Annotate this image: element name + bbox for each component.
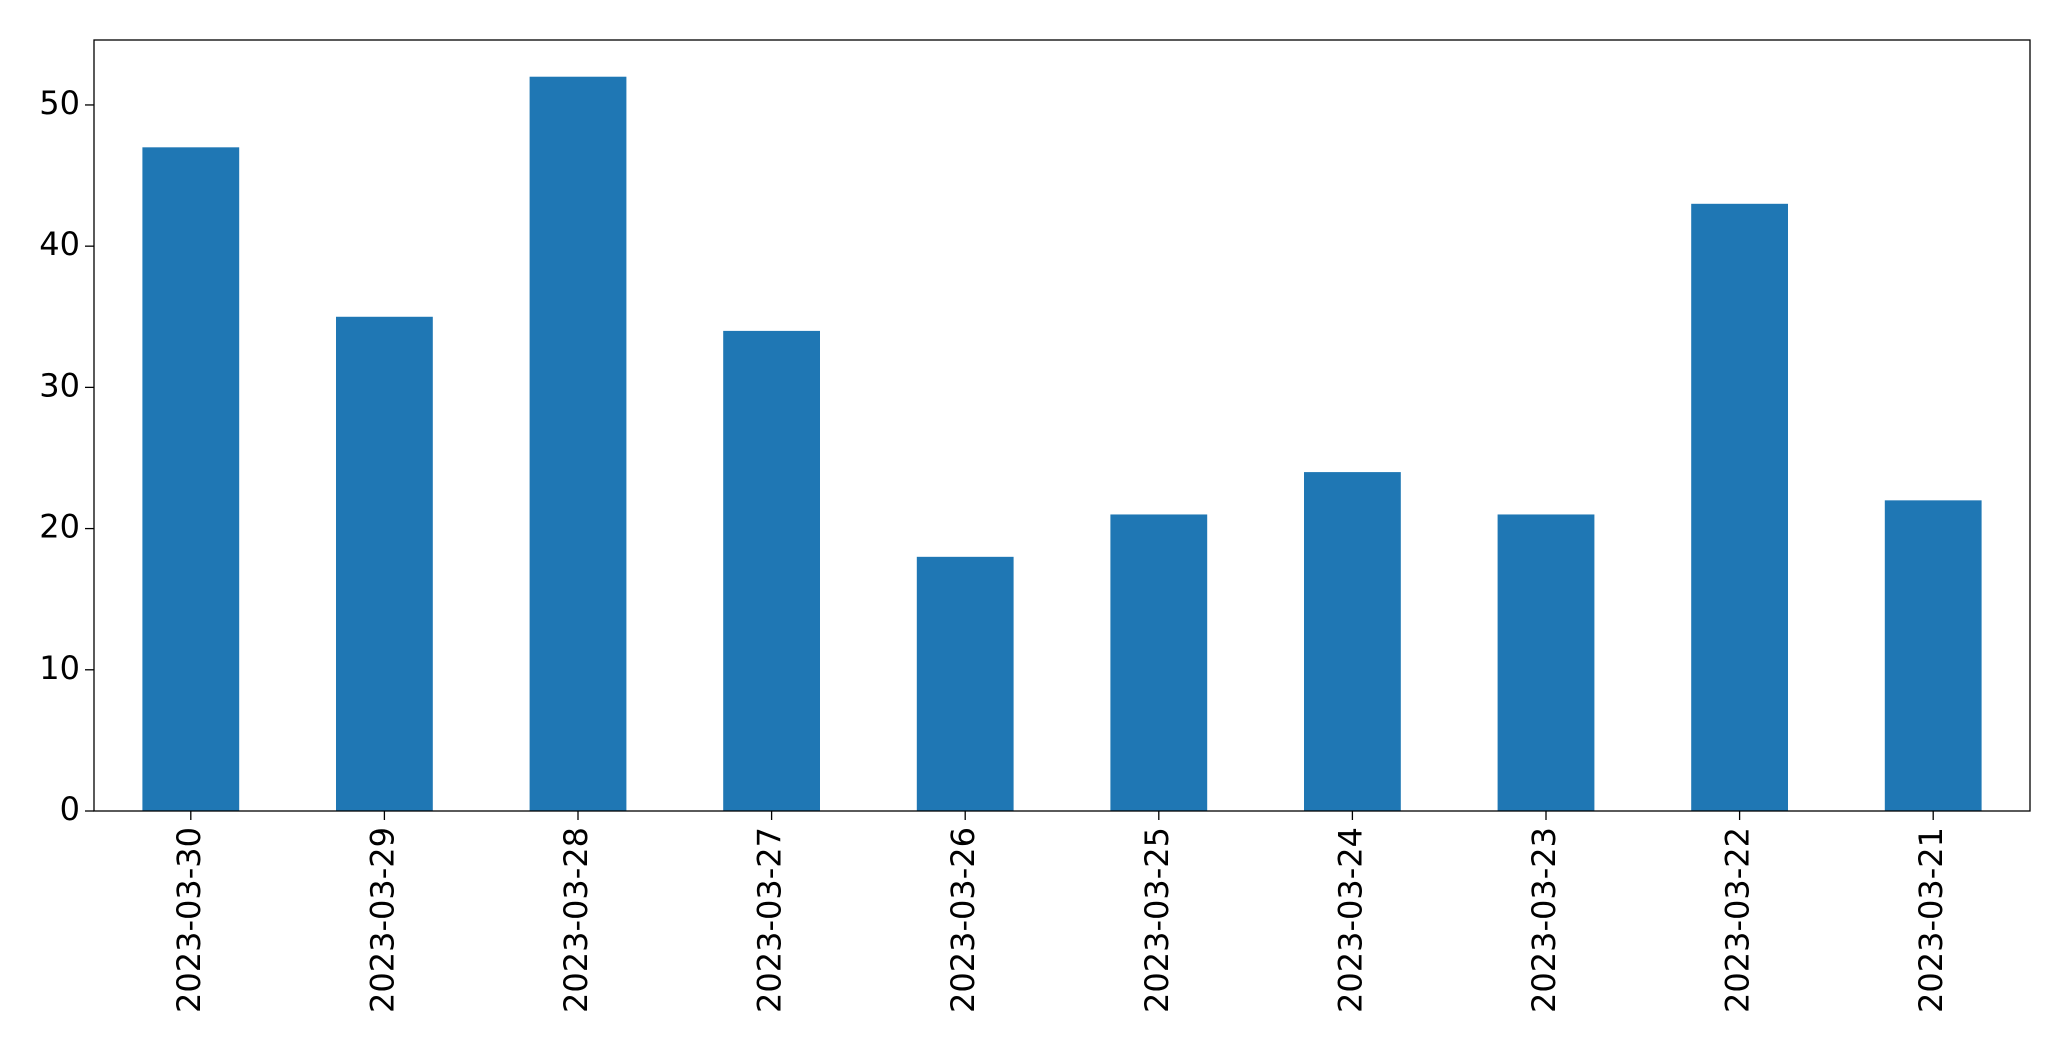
y-tick-label: 10: [39, 649, 80, 687]
x-tick-label: 2023-03-23: [1525, 827, 1563, 1013]
x-tick-label: 2023-03-28: [557, 827, 595, 1013]
y-tick-label: 0: [60, 790, 80, 828]
bar: [723, 330, 820, 811]
x-tick-label: 2023-03-26: [944, 827, 982, 1013]
plot-frame: [93, 39, 2031, 812]
bar: [1691, 203, 1788, 812]
y-tick-label: 40: [39, 225, 80, 263]
x-tick-label: 2023-03-30: [170, 827, 208, 1013]
y-tick-label: 50: [39, 84, 80, 122]
bar: [1497, 514, 1595, 811]
x-tick-label: 2023-03-29: [363, 827, 401, 1013]
bar: [336, 316, 433, 811]
bar: [1110, 514, 1208, 811]
x-tick-label: 2023-03-21: [1912, 827, 1950, 1013]
x-tick-label: 2023-03-25: [1138, 827, 1176, 1013]
bar: [1304, 472, 1401, 811]
x-tick-label: 2023-03-22: [1719, 827, 1757, 1013]
x-tick-label: 2023-03-24: [1331, 827, 1369, 1013]
bar: [529, 76, 627, 811]
bar: [142, 147, 240, 812]
y-tick-label: 20: [39, 508, 80, 546]
bar: [916, 556, 1014, 811]
x-tick-label: 2023-03-27: [751, 827, 789, 1013]
bar: [1884, 500, 1982, 811]
y-tick-label: 30: [39, 366, 80, 404]
